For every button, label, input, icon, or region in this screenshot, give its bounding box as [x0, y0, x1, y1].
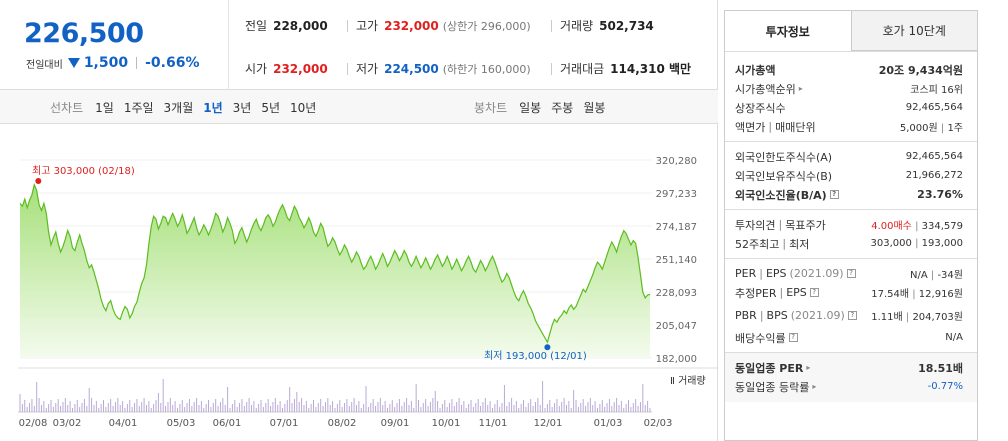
trade-volume: 거래량 502,734: [551, 3, 654, 48]
opinion-section: 투자의견 | 목표주가 4.00매수 | 334,579 52주최고 | 최저 303,…: [725, 209, 977, 258]
candle-chart-periods: 봉차트 일봉 주봉 월봉: [474, 100, 606, 115]
info-tabs: 투자정보 호가 10단계: [725, 11, 977, 51]
period-3m[interactable]: 3개월: [163, 100, 194, 115]
period-10y[interactable]: 10년: [290, 100, 317, 115]
y-tick-label: 320,280: [656, 156, 697, 167]
info-row-foreign-hold: 외국인보유주식수(B) 21,966,272: [735, 169, 963, 183]
candle-weekly[interactable]: 주봉: [551, 100, 574, 115]
x-tick-label: 04/01: [109, 418, 138, 429]
prev-close: 전일 228,000: [245, 18, 328, 34]
change-percent: -0.66%: [145, 55, 200, 71]
y-tick-label: 251,140: [656, 255, 697, 266]
high-marker: [35, 178, 42, 184]
x-tick-label: 08/02: [328, 418, 357, 429]
tab-orderbook[interactable]: 호가 10단계: [851, 11, 977, 51]
x-tick-label: 10/01: [432, 418, 461, 429]
info-row-opinion: 투자의견 | 목표주가 4.00매수 | 334,579: [735, 218, 963, 232]
info-row-pbr: PBR | BPS (2021.09)? 1.11배 | 204,703원: [735, 308, 963, 323]
info-row-market-cap: 시가총액 20조 9,434억원: [735, 63, 963, 77]
low-annotation: 최저 193,000 (12/01): [484, 350, 587, 362]
foreign-section: 외국인한도주식수(A) 92,465,564 외국인보유주식수(B) 21,96…: [725, 141, 977, 209]
tab-invest-info[interactable]: 투자정보: [725, 11, 852, 51]
x-tick-label: 02/03: [644, 418, 673, 429]
current-price: 226,500: [24, 18, 144, 49]
x-tick-label: 12/01: [534, 418, 563, 429]
x-tick-label: 09/01: [381, 418, 410, 429]
divider: [136, 57, 138, 69]
y-tick-label: 205,047: [656, 321, 697, 332]
price-summary: 전일 228,000 고가 232,000 (상한가 296,000) 거래량 …: [229, 0, 718, 90]
divider: [551, 62, 552, 75]
info-row-cap-rank[interactable]: 시가총액순위 ▸ 코스피 16위: [735, 82, 963, 97]
valuation-section: PER | EPS (2021.09)? N/A | -34원 추정PER | EPS? …: [725, 258, 977, 352]
volume-label: Ⅱ 거래량: [670, 375, 706, 387]
chart-period-bar: 선차트 1일 1주일 3개월 1년 3년 5년 10년 봉차트 일봉 주봉 월봉: [0, 90, 718, 124]
x-tick-label: 06/01: [213, 418, 242, 429]
high-price: 고가 232,000 (상한가 296,000): [347, 3, 531, 48]
trade-amount: 거래대금 114,310 백만: [551, 46, 691, 91]
divider: [551, 19, 552, 32]
price-chart-svg: 320,280 297,233 274,187 251,140 228,093 205,0…: [18, 156, 718, 429]
y-tick-label: 297,233: [656, 189, 697, 200]
period-1d[interactable]: 1일: [95, 100, 114, 115]
help-icon[interactable]: ?: [809, 288, 819, 297]
open-price: 시가 232,000: [245, 61, 328, 77]
period-3y[interactable]: 3년: [232, 100, 252, 115]
y-tick-label: 274,187: [656, 222, 697, 233]
info-row-52wk: 52주최고 | 최저 303,000 | 193,000: [735, 237, 963, 251]
low-marker: [544, 344, 551, 351]
candle-daily[interactable]: 일봉: [519, 100, 542, 115]
down-arrow-icon: [67, 58, 80, 68]
info-row-foreign-limit: 외국인한도주식수(A) 92,465,564: [735, 150, 963, 164]
x-tick-label: 07/01: [270, 418, 299, 429]
period-1y[interactable]: 1년: [203, 100, 223, 115]
info-row-foreign-ratio: 외국인소진율(B/A)? 23.76%: [735, 188, 963, 202]
x-tick-label: 05/03: [167, 418, 196, 429]
help-icon[interactable]: ?: [846, 269, 856, 278]
high-annotation: 최고 303,000 (02/18): [32, 165, 135, 177]
period-5y[interactable]: 5년: [261, 100, 281, 115]
price-chart[interactable]: 320,280 297,233 274,187 251,140 228,093 205,0…: [0, 124, 718, 441]
change-amount: 1,500: [83, 55, 129, 71]
current-price-box: 226,500 전일대비 1,500 -0.66%: [0, 0, 229, 90]
info-row-est-per: 추정PER | EPS? 17.54배 | 12,916원: [735, 286, 963, 300]
y-tick-label: 182,000: [656, 354, 697, 365]
info-row-par: 액면가 | 매매단위 5,000원 | 1주: [735, 120, 963, 134]
candle-monthly[interactable]: 월봉: [583, 100, 606, 115]
x-tick-label: 03/02: [53, 418, 82, 429]
market-cap-section: 시가총액 20조 9,434억원 시가총액순위 ▸ 코스피 16위 상장주식수 9…: [725, 51, 977, 141]
period-1w[interactable]: 1주일: [123, 100, 154, 115]
info-row-sector-per[interactable]: 동일업종 PER ▸ 18.51배: [735, 361, 963, 375]
chevron-right-icon: ▸: [806, 363, 811, 372]
info-row-dividend: 배당수익률? N/A: [735, 331, 963, 345]
sector-section: 동일업종 PER ▸ 18.51배 동일업종 등락률 ▸ -0.77%: [725, 352, 977, 402]
chevron-right-icon: ▸: [812, 382, 817, 391]
summary-row-2: 시가 232,000 저가 224,500 (하한가 160,000) 거래대금…: [229, 46, 718, 91]
divider: [347, 62, 348, 75]
stock-overview-panel: 226,500 전일대비 1,500 -0.66% 전일 228,000 고가 …: [0, 0, 718, 441]
chevron-right-icon: ▸: [798, 84, 803, 93]
info-row-shares: 상장주식수 92,465,564: [735, 101, 963, 115]
low-price: 저가 224,500 (하한가 160,000): [347, 46, 531, 91]
help-icon[interactable]: ?: [847, 310, 857, 320]
x-tick-label: 01/03: [594, 418, 623, 429]
line-chart-periods: 선차트 1일 1주일 3개월 1년 3년 5년 10년: [50, 100, 317, 115]
help-icon[interactable]: ?: [788, 333, 798, 342]
price-change-row: 전일대비 1,500 -0.66%: [26, 55, 200, 71]
change-label: 전일대비: [26, 59, 63, 71]
x-tick-label: 02/08: [19, 418, 48, 429]
price-line: [19, 182, 651, 344]
price-area: [20, 184, 650, 358]
y-tick-label: 228,093: [656, 288, 697, 299]
help-icon[interactable]: ?: [829, 190, 839, 199]
summary-row-1: 전일 228,000 고가 232,000 (상한가 296,000) 거래량 …: [229, 3, 718, 48]
investment-info-panel: 투자정보 호가 10단계 시가총액 20조 9,434억원 시가총액순위 ▸ 코스…: [724, 10, 978, 441]
info-row-sector-rate[interactable]: 동일업종 등락률 ▸ -0.77%: [735, 380, 963, 394]
info-row-per: PER | EPS (2021.09)? N/A | -34원: [735, 267, 963, 281]
x-tick-label: 11/01: [479, 418, 508, 429]
divider: [347, 19, 348, 32]
